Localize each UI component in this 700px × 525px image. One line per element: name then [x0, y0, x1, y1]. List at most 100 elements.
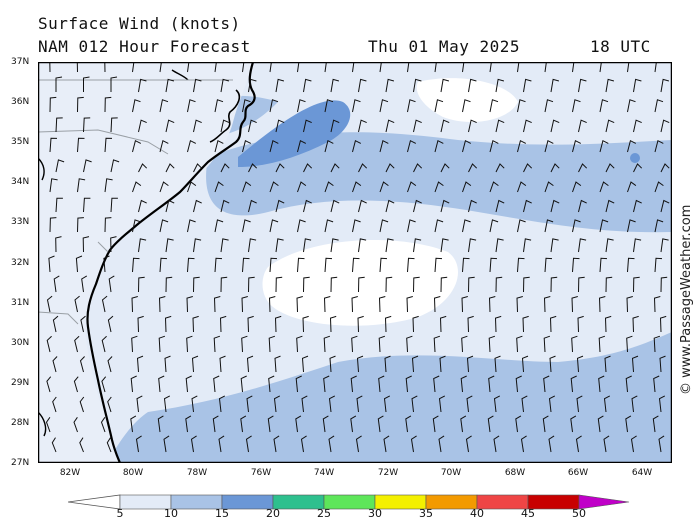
wind-barb — [190, 435, 197, 453]
wind-barb — [517, 219, 526, 233]
wind-barb — [220, 199, 230, 213]
wind-barb — [297, 99, 306, 113]
wind-barb — [303, 78, 312, 93]
wind-barb — [523, 238, 532, 253]
wind-barb — [158, 335, 166, 353]
wind-barb — [214, 257, 223, 273]
wind-barb — [132, 181, 142, 193]
wind-barb — [633, 163, 643, 173]
wind-barb — [241, 335, 248, 353]
wind-barb — [627, 181, 637, 193]
wind-barb — [517, 181, 527, 193]
wind-barb — [193, 199, 202, 213]
wind-barb — [379, 257, 388, 273]
wind-barb — [136, 395, 143, 413]
lat-label: 35N — [11, 137, 30, 147]
wind-barb — [543, 335, 551, 353]
wind-barb — [324, 257, 333, 273]
wind-barb — [493, 435, 500, 453]
wind-barb — [104, 96, 112, 113]
wind-barb — [350, 375, 357, 393]
legend-tick-label: 50 — [572, 507, 586, 520]
wind-barb — [544, 99, 554, 113]
wind-barb — [358, 276, 365, 293]
wind-barb — [352, 219, 361, 233]
wind-barb — [193, 78, 202, 93]
wind-barb — [330, 78, 340, 93]
wind-barb — [275, 119, 285, 133]
wind-barb — [159, 257, 168, 273]
wind-barb — [572, 99, 581, 113]
lat-label: 33N — [11, 217, 30, 227]
wind-barb — [550, 238, 559, 253]
wind-barb — [75, 255, 83, 273]
calm-area — [262, 240, 458, 326]
wind-barb — [654, 62, 657, 73]
wind-barb — [242, 62, 245, 73]
lon-label: 68W — [504, 468, 526, 478]
wind-barb — [462, 62, 465, 73]
wind-barb — [110, 159, 120, 173]
wind-barb — [330, 163, 340, 173]
wind-barb — [296, 335, 303, 353]
wind-barb — [462, 181, 472, 193]
wind-barb — [544, 257, 553, 273]
wind-barb — [248, 276, 255, 293]
wind-barb — [295, 415, 302, 433]
wind-barb — [494, 355, 501, 373]
wind-barb — [578, 199, 587, 213]
wind-barb — [193, 276, 200, 293]
wind-barb — [599, 139, 609, 153]
wind-barb — [104, 178, 113, 193]
wind-barb — [383, 435, 390, 453]
wind-barb — [385, 78, 395, 93]
wind-barb — [358, 78, 367, 93]
wind-barb — [322, 415, 329, 433]
wind-barb — [107, 356, 113, 373]
lat-label: 31N — [11, 298, 30, 308]
wind-barb — [138, 199, 147, 213]
wind-barb — [185, 415, 192, 433]
wind-barb — [352, 62, 355, 73]
wind-barb — [242, 181, 252, 193]
wind-barb — [130, 415, 137, 433]
wind-barb — [269, 219, 279, 233]
wind-barb — [489, 62, 492, 73]
wind-barb — [77, 137, 85, 153]
wind-barb — [383, 395, 391, 413]
wind-barb — [135, 435, 142, 453]
wind-barb — [598, 296, 606, 313]
wind-barb — [572, 139, 582, 153]
wind-barb — [658, 435, 665, 453]
wind-barb — [136, 355, 144, 373]
wind-barb — [104, 62, 106, 73]
wind-barb — [269, 99, 279, 113]
wind-barb — [468, 119, 477, 133]
wind-barb — [191, 355, 199, 373]
wind-barb — [297, 62, 300, 73]
wind-barb — [489, 181, 499, 193]
wind-barb — [577, 315, 584, 333]
wind-barb — [433, 296, 441, 313]
wind-barb — [517, 99, 526, 113]
wind-barb — [303, 238, 312, 253]
wind-barb — [468, 78, 477, 93]
wind-barb — [101, 295, 108, 313]
wind-barb — [495, 163, 505, 173]
wind-barb — [550, 119, 560, 133]
wind-barb — [77, 178, 86, 193]
wind-barb — [599, 62, 602, 73]
wind-barb — [246, 355, 254, 373]
wind-barb — [273, 395, 281, 413]
wind-barb — [489, 219, 499, 233]
wind-barb — [413, 163, 423, 173]
wind-barb — [598, 335, 606, 353]
wind-barb — [605, 199, 615, 213]
wind-barb — [187, 181, 197, 193]
wind-barb — [268, 375, 275, 393]
wind-barb — [434, 139, 444, 153]
wind-barb — [248, 199, 257, 213]
coastline — [38, 157, 45, 181]
wind-barb — [549, 355, 556, 373]
wind-barb — [240, 415, 247, 433]
